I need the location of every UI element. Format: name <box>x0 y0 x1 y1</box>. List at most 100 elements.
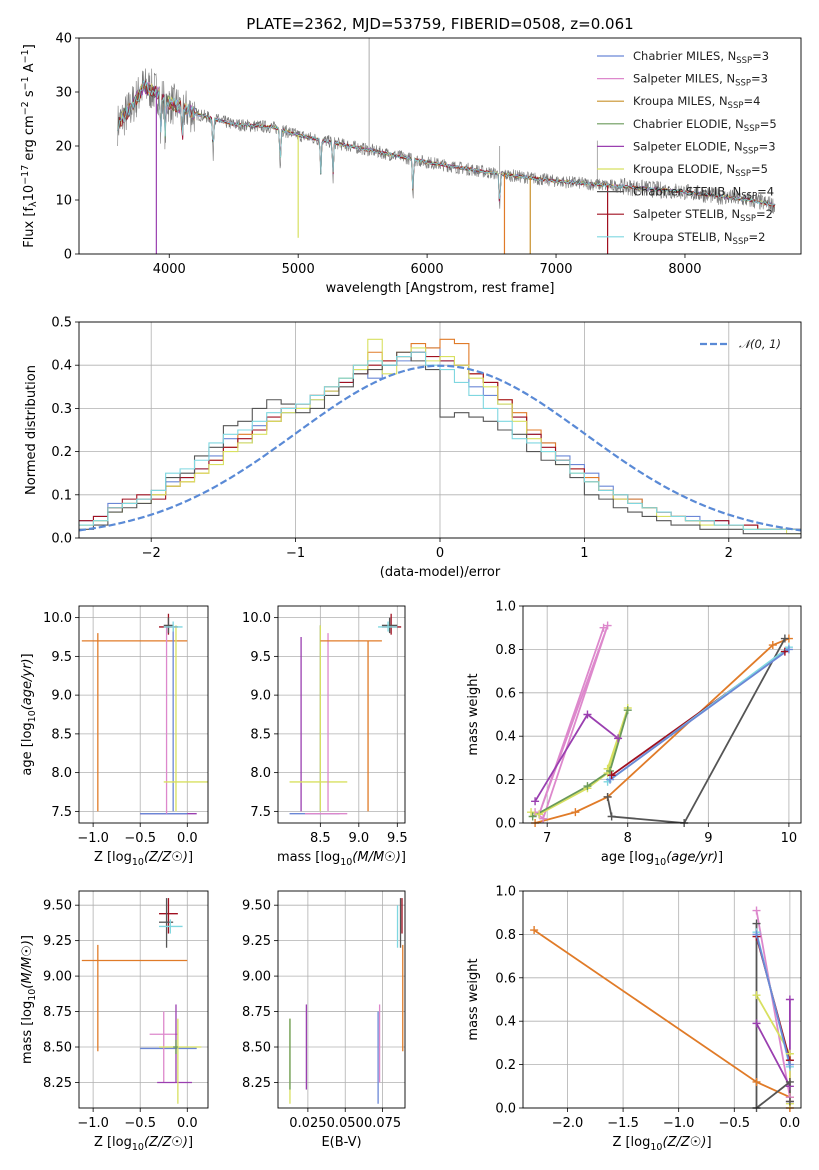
y-tick-label: 8.0 <box>250 766 271 781</box>
panel-mass-vs-ebv: 0.025 0.050 0.075 8.25 8.50 8.75 9.00 9.25 9.50 E… <box>242 890 406 1150</box>
y-tick-label: 0 <box>64 248 72 263</box>
y-tick-label: 8.50 <box>242 1041 271 1056</box>
y-tick-label: 8.50 <box>43 1041 72 1056</box>
legend-label: Salpeter ELODIE, NSSP=3 <box>633 139 776 156</box>
x-tick-label: 4000 <box>153 262 186 277</box>
x-tick-label: −0.5 <box>124 831 156 846</box>
figure-title: PLATE=2362, MJD=53759, FIBERID=0508, z=0… <box>246 15 633 33</box>
model-spectrum <box>117 80 775 207</box>
weight-marker <box>606 775 615 784</box>
y-tick-label: 0.1 <box>51 488 72 503</box>
weight-series <box>609 648 790 781</box>
plot-area <box>117 38 776 254</box>
y-tick-label: 30 <box>55 86 72 101</box>
weight-marker <box>527 808 536 817</box>
y-tick-label: 10.0 <box>242 611 271 626</box>
weight-marker <box>752 1077 761 1086</box>
y-tick-label: 9.50 <box>43 899 72 914</box>
weight-marker <box>752 991 761 1000</box>
weight-marker <box>571 808 580 817</box>
x-axis-label: Z [log10(Z/Z☉)] <box>612 1135 711 1153</box>
weight-marker <box>752 919 761 928</box>
y-tick-label: 8.25 <box>242 1076 271 1091</box>
weight-series <box>606 638 786 823</box>
x-tick-label: 0.0 <box>177 1116 198 1131</box>
axes-frame <box>277 890 406 1109</box>
y-tick-label: 9.0 <box>250 689 271 704</box>
y-tick-label: 0.4 <box>495 730 516 745</box>
y-axis-label: mass weight <box>466 673 481 755</box>
weight-marker <box>528 812 537 821</box>
y-tick-label: 0.3 <box>51 402 72 417</box>
y-tick-label: 8.75 <box>242 1005 271 1020</box>
y-tick-label: 9.5 <box>51 650 72 665</box>
weight-marker <box>785 1077 794 1086</box>
weight-series <box>532 709 629 818</box>
y-tick-label: 8.75 <box>43 1005 72 1020</box>
weight-marker <box>583 710 592 719</box>
x-tick-label: 7000 <box>539 262 572 277</box>
y-tick-label: 9.00 <box>43 970 72 985</box>
axes-frame <box>78 605 209 824</box>
y-tick-label: 9.0 <box>51 689 72 704</box>
y-tick-label: 0.6 <box>495 971 516 986</box>
axes-frame <box>78 37 802 255</box>
x-axis-label: wavelength [Angstrom, rest frame] <box>326 281 555 296</box>
y-tick-label: 0.4 <box>495 1015 516 1030</box>
y-tick-label: 8.5 <box>250 727 271 742</box>
x-tick-label: 0.0 <box>177 831 198 846</box>
y-tick-label: 1.0 <box>495 600 516 615</box>
x-tick-label: −2 <box>142 546 161 561</box>
weight-marker <box>606 766 615 775</box>
y-tick-label: 7.5 <box>250 805 271 820</box>
y-tick-label: 0.0 <box>51 532 72 547</box>
legend-label: Chabrier MILES, NSSP=3 <box>633 49 769 66</box>
x-tick-label: 8.5 <box>310 831 331 846</box>
y-tick-label: 0.2 <box>51 445 72 460</box>
axes-frame <box>522 605 802 824</box>
y-tick-label: 9.25 <box>242 934 271 949</box>
legend-label: Chabrier STELIB, NSSP=4 <box>633 185 774 202</box>
panel-residuals: −2 −1 0 1 2 0.0 0.1 0.2 0.3 0.4 0.5 (data-model)/er… <box>24 316 802 580</box>
weight-series <box>755 934 791 1065</box>
y-tick-label: 9.5 <box>250 650 271 665</box>
legend-label: Chabrier ELODIE, NSSP=5 <box>633 117 777 134</box>
y-tick-label: 0.2 <box>495 1058 516 1073</box>
x-axis-label: age [log10(age/yr)] <box>601 850 723 868</box>
x-tick-label: −1.5 <box>607 1116 639 1131</box>
x-tick-label: −0.5 <box>718 1116 750 1131</box>
x-tick-label: 9.5 <box>387 831 408 846</box>
y-axis-label: Flux [fλ10−17 erg cm−2 s−1 A−1] <box>20 44 39 248</box>
y-tick-label: 0.2 <box>495 773 516 788</box>
y-tick-label: 0.0 <box>495 817 516 832</box>
x-tick-label: 9.0 <box>348 831 369 846</box>
weight-marker <box>603 621 612 630</box>
panel-weight-vs-Z: −2.0 −1.5 −1.0 −0.5 0.0 0.0 0.2 0.4 0.6 0.8 1.0 Z [… <box>466 885 802 1153</box>
legend-label: Kroupa MILES, NSSP=4 <box>633 94 760 111</box>
x-tick-label: −0.5 <box>124 1116 156 1131</box>
y-axis-label: age [log10(age/yr)] <box>20 653 38 775</box>
x-axis-label: Z [log10(Z/Z☉)] <box>94 1135 193 1153</box>
weight-marker <box>752 1019 761 1028</box>
weight-marker <box>583 782 592 791</box>
panel-mass-vs-Z: −1.0 −0.5 0.0 8.25 8.50 8.75 9.00 9.25 9.50 Z [lo… <box>20 890 209 1153</box>
weight-marker <box>607 771 616 780</box>
x-tick-label: 5000 <box>282 262 315 277</box>
legend-label: Salpeter STELIB, NSSP=2 <box>633 207 773 224</box>
weight-marker <box>614 734 623 743</box>
x-tick-label: 7 <box>543 831 551 846</box>
y-tick-label: 0.4 <box>51 359 72 374</box>
weight-marker <box>780 647 789 656</box>
x-tick-label: 1 <box>580 546 588 561</box>
weight-marker <box>603 792 612 801</box>
weight-marker <box>607 812 616 821</box>
legend-label: Salpeter MILES, NSSP=3 <box>633 72 768 89</box>
y-tick-label: 8.5 <box>51 727 72 742</box>
y-tick-label: 9.25 <box>43 934 72 949</box>
y-tick-label: 0.0 <box>495 1102 516 1117</box>
x-tick-label: 0.0 <box>780 1116 801 1131</box>
x-tick-label: −1.0 <box>77 1116 109 1131</box>
x-tick-label: 8000 <box>668 262 701 277</box>
weight-marker <box>623 706 632 715</box>
